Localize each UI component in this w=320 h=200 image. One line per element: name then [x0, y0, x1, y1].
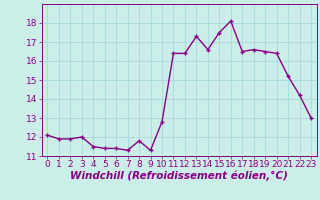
X-axis label: Windchill (Refroidissement éolien,°C): Windchill (Refroidissement éolien,°C) — [70, 171, 288, 181]
